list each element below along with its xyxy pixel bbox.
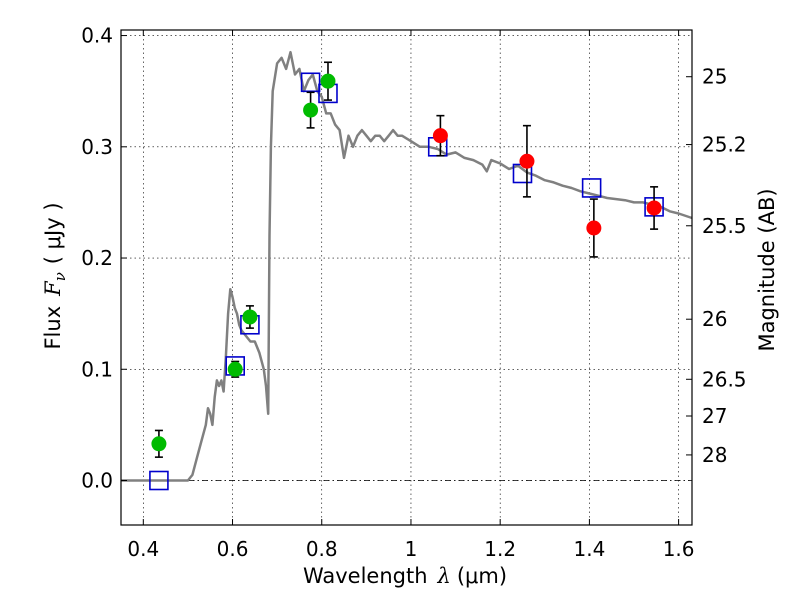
grid bbox=[121, 30, 692, 525]
y-axis-label: Flux bbox=[41, 306, 65, 350]
y2-tick-label: 26 bbox=[702, 307, 727, 331]
model-sed-layer bbox=[121, 50, 693, 482]
x-tick-label: 1.2 bbox=[484, 537, 516, 561]
x-tick-label: 1 bbox=[405, 537, 418, 561]
y2-tick-label: 25.5 bbox=[702, 214, 747, 238]
optical-flux-point bbox=[227, 361, 243, 377]
y-axis-symbol: F bbox=[41, 280, 65, 297]
y2-tick-label: 25 bbox=[702, 65, 727, 89]
x-axis-symbol: λ bbox=[437, 564, 451, 588]
x-tick-label: 1.4 bbox=[573, 537, 605, 561]
x-tick-label: 0.8 bbox=[306, 537, 338, 561]
model-flux-square bbox=[300, 72, 321, 93]
model-flux-square bbox=[581, 178, 602, 198]
optical-flux-point bbox=[320, 73, 336, 89]
y-tick-label: 0.2 bbox=[81, 246, 113, 270]
y-tick-label: 0.1 bbox=[81, 357, 113, 381]
y-tick-label: 0.0 bbox=[81, 469, 113, 493]
nearir-flux-point bbox=[432, 128, 448, 144]
y-tick-label: 0.3 bbox=[81, 135, 113, 159]
optical-flux-point bbox=[242, 309, 258, 325]
nearir-flux-point bbox=[519, 153, 535, 169]
x-axis-title: Wavelength λ (μm) bbox=[303, 564, 507, 588]
y-tick-label: 0.4 bbox=[81, 24, 113, 48]
x-tick-label: 0.4 bbox=[127, 537, 159, 561]
y2-axis-title: Magnitude (AB) bbox=[755, 188, 779, 351]
y-axis-title: Flux Fν ( μJy ) bbox=[41, 202, 69, 349]
tick-labels: 0.4 0.6 0.8 1 1.2 1.4 1.6 0.0 0.1 0.2 0.3 0.4 25 25.2… bbox=[81, 24, 746, 561]
x-axis-unit: (μm) bbox=[457, 564, 507, 588]
model-flux-square bbox=[149, 470, 169, 491]
plot-frame bbox=[120, 29, 693, 526]
nearir-flux-point bbox=[586, 220, 602, 236]
markers-layer bbox=[149, 61, 664, 491]
x-tick-label: 1.6 bbox=[663, 537, 695, 561]
y2-tick-label: 28 bbox=[702, 443, 727, 467]
x-tick-label: 0.6 bbox=[217, 537, 249, 561]
y2-tick-label: 26.5 bbox=[702, 367, 747, 391]
optical-flux-point bbox=[151, 436, 167, 452]
ticks bbox=[121, 30, 692, 525]
model-sed-line bbox=[121, 50, 693, 482]
x-axis-label: Wavelength bbox=[303, 564, 428, 588]
y2-tick-label: 25.2 bbox=[702, 133, 747, 157]
nearir-flux-point bbox=[646, 200, 662, 216]
y-axis-unit: ( μJy ) bbox=[41, 202, 65, 264]
y2-tick-label: 27 bbox=[702, 404, 727, 428]
y-axis-subscript: ν bbox=[51, 272, 69, 281]
optical-flux-point bbox=[303, 102, 319, 118]
